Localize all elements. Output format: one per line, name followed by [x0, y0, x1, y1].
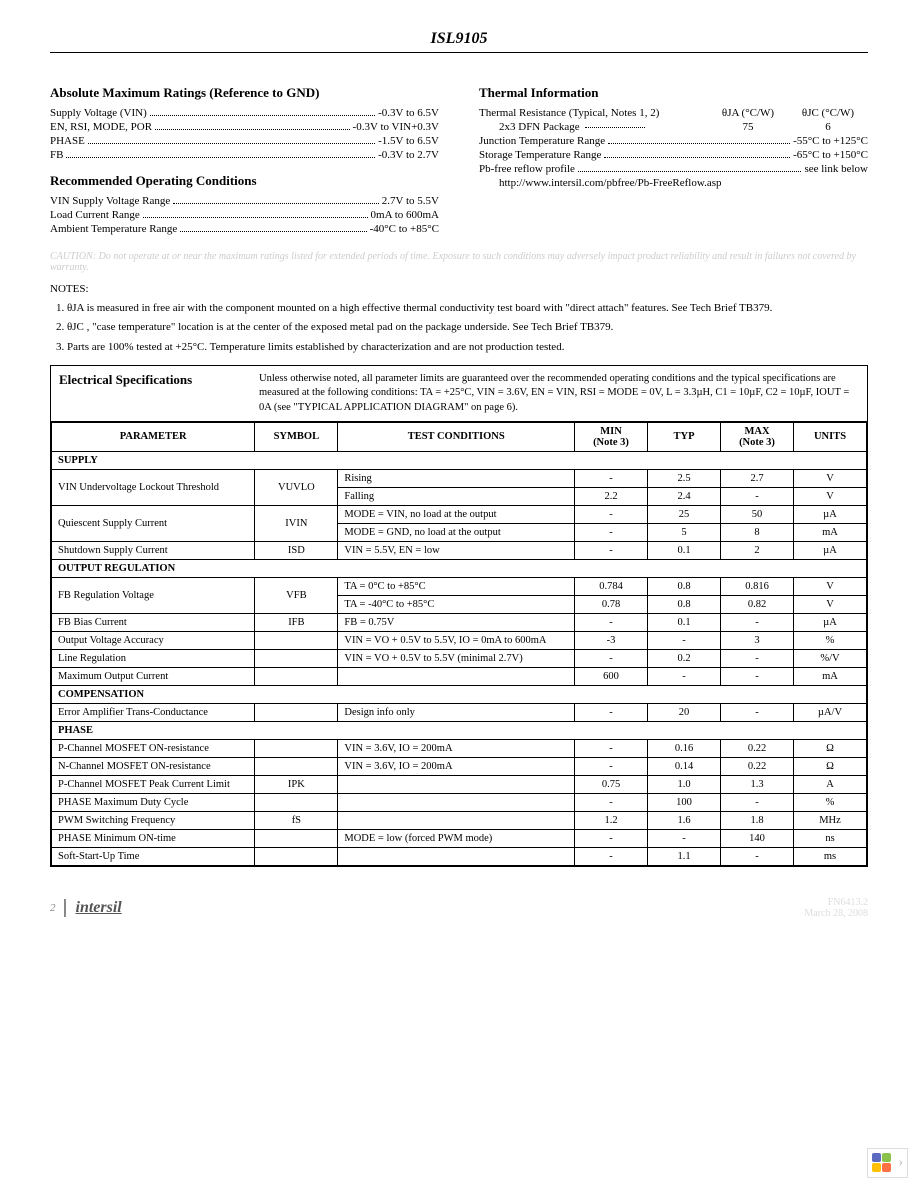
table-header: TYP	[648, 422, 721, 451]
thermal-row: Pb-free reflow profilesee link below	[479, 163, 868, 175]
table-header: MAX(Note 3)	[721, 422, 794, 451]
table-row: Output Voltage AccuracyVIN = VO + 0.5V t…	[52, 631, 867, 649]
intersil-logo: intersil	[64, 899, 122, 917]
table-row: N-Channel MOSFET ON-resistanceVIN = 3.6V…	[52, 757, 867, 775]
doc-date: March 28, 2008	[804, 908, 868, 919]
theta-jc-header: θJC (°C/W)	[788, 107, 868, 119]
doc-title: ISL9105	[50, 30, 868, 53]
thermal-package: 2x3 DFN Package	[499, 121, 580, 133]
abs-max-row: FB-0.3V to 2.7V	[50, 149, 439, 161]
theta-ja-header: θJA (°C/W)	[708, 107, 788, 119]
espec-title: Electrical Specifications	[59, 372, 259, 388]
abs-max-row: EN, RSI, MODE, POR-0.3V to VIN+0.3V	[50, 121, 439, 133]
note-item: 3. Parts are 100% tested at +25°C. Tempe…	[70, 340, 868, 355]
table-header: PARAMETER	[52, 422, 255, 451]
table-row: PWM Switching FrequencyfS1.21.61.8MHz	[52, 811, 867, 829]
espec-table: PARAMETERSYMBOLTEST CONDITIONSMIN(Note 3…	[51, 422, 867, 866]
table-section-row: COMPENSATION	[52, 685, 867, 703]
table-section-row: PHASE	[52, 721, 867, 739]
rec-op-row: Ambient Temperature Range-40°C to +85°C	[50, 223, 439, 235]
petal-icon	[872, 1153, 892, 1173]
table-row: Line RegulationVIN = VO + 0.5V to 5.5V (…	[52, 649, 867, 667]
note-item: 2. θJC , "case temperature" location is …	[70, 320, 868, 335]
table-header: UNITS	[794, 422, 867, 451]
table-row: FB Bias CurrentIFBFB = 0.75V-0.1-µA	[52, 613, 867, 631]
table-section-row: OUTPUT REGULATION	[52, 559, 867, 577]
table-row: PHASE Minimum ON-timeMODE = low (forced …	[52, 829, 867, 847]
espec-note: Unless otherwise noted, all parameter li…	[259, 372, 859, 415]
table-row: P-Channel MOSFET ON-resistanceVIN = 3.6V…	[52, 739, 867, 757]
thermal-row: Storage Temperature Range-65°C to +150°C	[479, 149, 868, 161]
thermal-link: http://www.intersil.com/pbfree/Pb-FreeRe…	[479, 177, 868, 189]
rec-op-title: Recommended Operating Conditions	[50, 173, 439, 189]
theta-jc-val: 6	[788, 121, 868, 133]
theta-ja-val: 75	[708, 121, 788, 133]
rec-op-row: VIN Supply Voltage Range2.7V to 5.5V	[50, 195, 439, 207]
table-row: FB Regulation VoltageVFBTA = 0°C to +85°…	[52, 577, 867, 595]
page-number: 2	[50, 902, 56, 914]
doc-code: FN6413.2	[804, 897, 868, 908]
chevron-right-icon: ›	[898, 1155, 903, 1171]
note-item: 1. θJA is measured in free air with the …	[70, 301, 868, 316]
thermal-resistance-label: Thermal Resistance (Typical, Notes 1, 2)	[479, 107, 708, 119]
abs-max-row: PHASE-1.5V to 6.5V	[50, 135, 439, 147]
table-row: PHASE Maximum Duty Cycle-100-%	[52, 793, 867, 811]
table-header: TEST CONDITIONS	[338, 422, 575, 451]
abs-max-title: Absolute Maximum Ratings (Reference to G…	[50, 85, 439, 101]
notes-label: NOTES:	[50, 283, 868, 295]
caution-text: CAUTION: Do not operate at or near the m…	[50, 251, 868, 273]
table-row: Error Amplifier Trans-ConductanceDesign …	[52, 703, 867, 721]
abs-max-row: Supply Voltage (VIN)-0.3V to 6.5V	[50, 107, 439, 119]
thermal-row: Junction Temperature Range-55°C to +125°…	[479, 135, 868, 147]
table-row: Quiescent Supply CurrentIVINMODE = VIN, …	[52, 505, 867, 523]
table-header: SYMBOL	[255, 422, 338, 451]
table-row: Shutdown Supply CurrentISDVIN = 5.5V, EN…	[52, 541, 867, 559]
table-row: Soft-Start-Up Time-1.1-ms	[52, 847, 867, 865]
table-row: Maximum Output Current600--mA	[52, 667, 867, 685]
table-row: VIN Undervoltage Lockout ThresholdVUVLOR…	[52, 469, 867, 487]
table-row: P-Channel MOSFET Peak Current LimitIPK0.…	[52, 775, 867, 793]
thermal-title: Thermal Information	[479, 85, 868, 101]
table-section-row: SUPPLY	[52, 451, 867, 469]
rec-op-row: Load Current Range0mA to 600mA	[50, 209, 439, 221]
corner-widget[interactable]: ›	[867, 1148, 908, 1178]
table-header: MIN(Note 3)	[575, 422, 648, 451]
